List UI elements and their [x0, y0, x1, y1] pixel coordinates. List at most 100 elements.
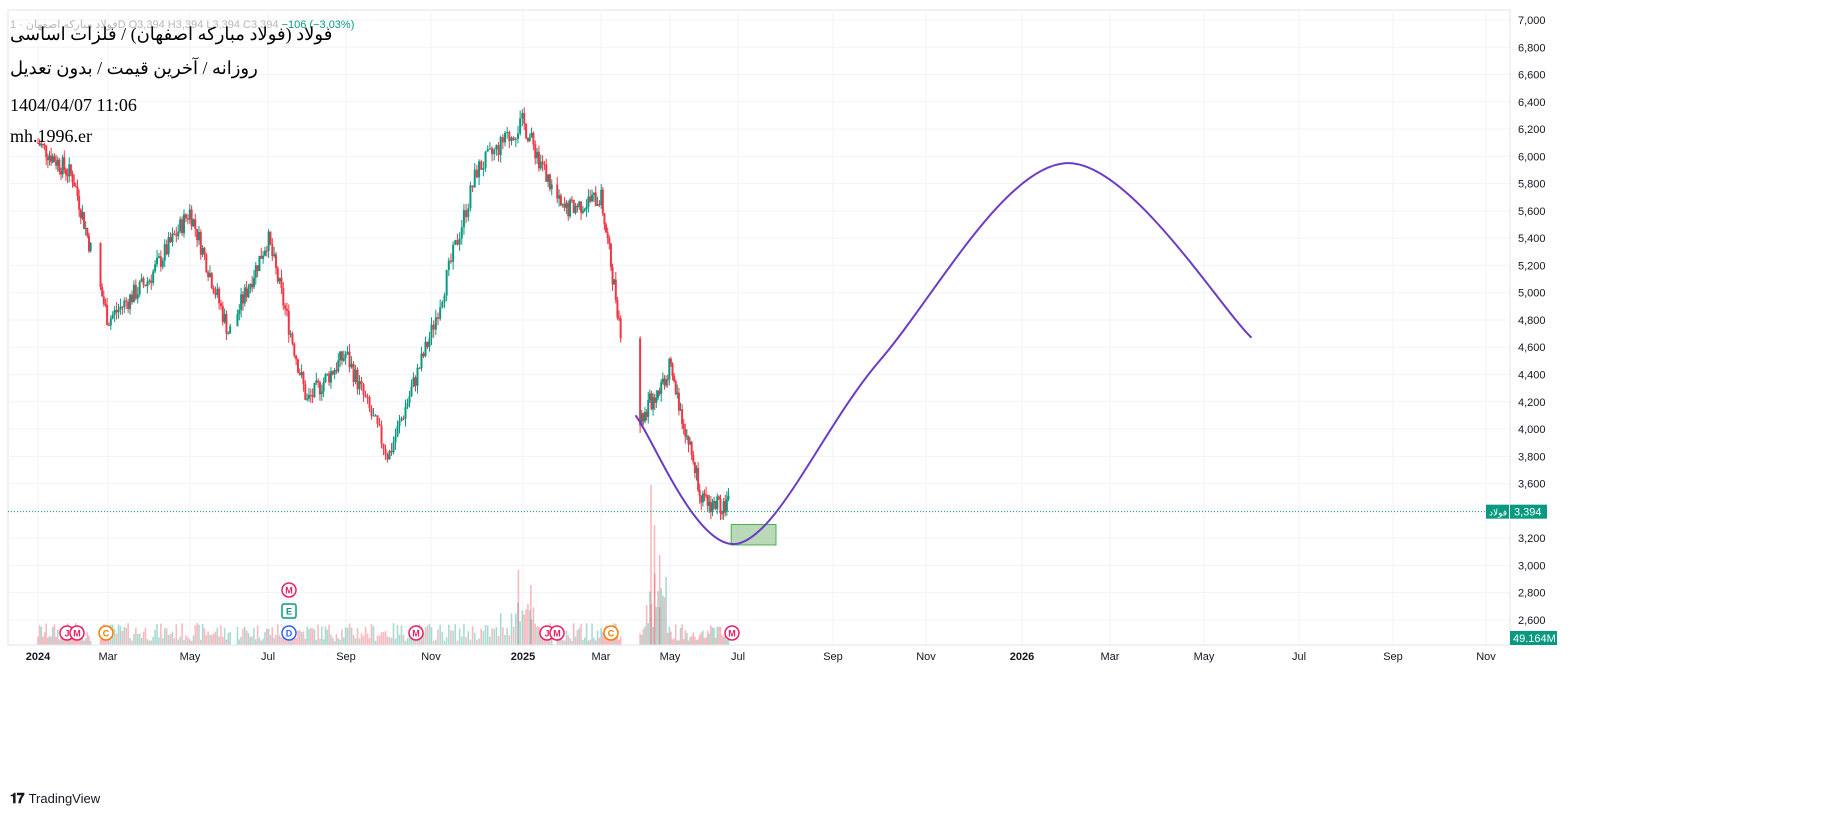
volume-bar — [227, 632, 230, 645]
candle-body — [374, 415, 377, 417]
candle-body — [536, 151, 539, 159]
event-marker-m[interactable]: M — [281, 582, 297, 598]
candle-body — [339, 351, 342, 361]
candle-body — [350, 363, 353, 368]
candle-body — [428, 338, 431, 347]
close-value: C3,394 — [243, 19, 279, 31]
volume-bar — [388, 637, 391, 645]
candle-body — [484, 151, 487, 168]
event-marker-e[interactable]: E — [281, 603, 297, 619]
volume-bar — [422, 633, 425, 645]
volume-bar — [506, 628, 508, 645]
price-tick-label: 5,600 — [1518, 206, 1546, 218]
event-marker-d[interactable]: D — [281, 625, 297, 641]
volume-bar — [576, 630, 579, 645]
candle-body — [665, 379, 668, 386]
volume-bar — [144, 627, 147, 645]
candle-body — [598, 204, 601, 206]
volume-bar — [676, 640, 679, 645]
volume-bar — [146, 639, 149, 645]
volume-bar — [295, 637, 297, 645]
candle-body — [260, 255, 263, 259]
candle-body — [352, 363, 355, 382]
candle-body — [639, 338, 642, 426]
candle-body — [616, 300, 619, 318]
event-marker-m[interactable]: M — [549, 625, 565, 641]
price-tick-label: 6,200 — [1518, 124, 1546, 136]
candle-body — [340, 351, 343, 361]
candle-body — [121, 306, 124, 308]
event-marker-m[interactable]: M — [408, 625, 424, 641]
candle-body — [618, 317, 621, 319]
volume-bar — [598, 637, 601, 645]
volume-bar — [162, 638, 164, 645]
candle-body — [194, 219, 197, 229]
volume-bar — [319, 638, 321, 645]
volume-bar — [258, 637, 261, 645]
volume-bar — [512, 626, 515, 645]
candle-body — [81, 212, 84, 219]
candle-body — [58, 159, 61, 171]
candle-body — [61, 157, 64, 175]
volume-bar — [726, 639, 728, 645]
volume-bar — [610, 640, 612, 645]
candle-body — [580, 201, 583, 213]
volume-bar — [129, 637, 131, 645]
candle-body — [668, 358, 671, 380]
candle-body — [296, 359, 299, 373]
volume-bar — [173, 638, 176, 645]
event-marker-m[interactable]: M — [69, 625, 85, 641]
event-marker-m[interactable]: M — [724, 625, 740, 641]
volume-bar — [289, 638, 292, 645]
volume-bar — [525, 609, 527, 645]
candle-body — [488, 148, 491, 150]
candle-body — [212, 288, 215, 294]
candle-body — [317, 380, 320, 383]
candle-body — [402, 418, 405, 420]
price-tick-label: 6,000 — [1518, 151, 1546, 163]
candle-body — [196, 228, 199, 241]
tradingview-brand[interactable]: 𝟏𝟕 TradingView — [10, 790, 100, 807]
volume-bar — [156, 623, 158, 645]
change-value: −106 (−3.03%) — [281, 19, 355, 31]
candle-body — [382, 443, 385, 449]
volume-bar — [194, 625, 197, 645]
candle-body — [225, 314, 228, 334]
volume-bar — [594, 640, 597, 645]
marker-frame — [408, 625, 424, 641]
price-tick-label: 7,000 — [1518, 15, 1546, 27]
candle-body — [561, 204, 564, 206]
candle-body — [682, 424, 685, 430]
volume-bar — [326, 629, 329, 645]
volume-bar — [530, 619, 533, 645]
volume-bar — [198, 624, 200, 645]
volume-bar — [569, 638, 571, 645]
candle-body — [251, 283, 254, 288]
event-marker-c[interactable]: C — [98, 625, 114, 641]
price-axis[interactable]: 7,000 6,800 6,600 6,400 6,200 6,000 5,800 5,600… — [1486, 10, 1557, 645]
marker-frame — [281, 625, 297, 641]
candle-body — [265, 250, 268, 252]
candle-body — [245, 287, 248, 298]
candle-body — [722, 501, 725, 514]
grid — [7, 9, 1511, 646]
time-axis[interactable]: 2024 Mar May Jul Sep Nov 2025 Mar May Jul Sep Nov 20… — [8, 644, 1510, 663]
volume-bar — [454, 624, 457, 645]
candle-body — [713, 500, 716, 504]
volume-bar — [658, 555, 661, 645]
event-marker-c[interactable]: C — [603, 625, 619, 641]
candlesticks[interactable] — [37, 107, 730, 521]
marker-frame — [549, 625, 565, 641]
volume-bar — [335, 633, 338, 645]
projection-curve[interactable] — [634, 162, 1253, 545]
candle-body — [436, 317, 439, 319]
candle-body — [304, 384, 307, 400]
volume-bar — [247, 632, 250, 645]
candle-body — [550, 184, 553, 190]
volume-bar — [476, 639, 478, 645]
candle-body — [56, 159, 59, 166]
volume-bar — [394, 638, 397, 645]
